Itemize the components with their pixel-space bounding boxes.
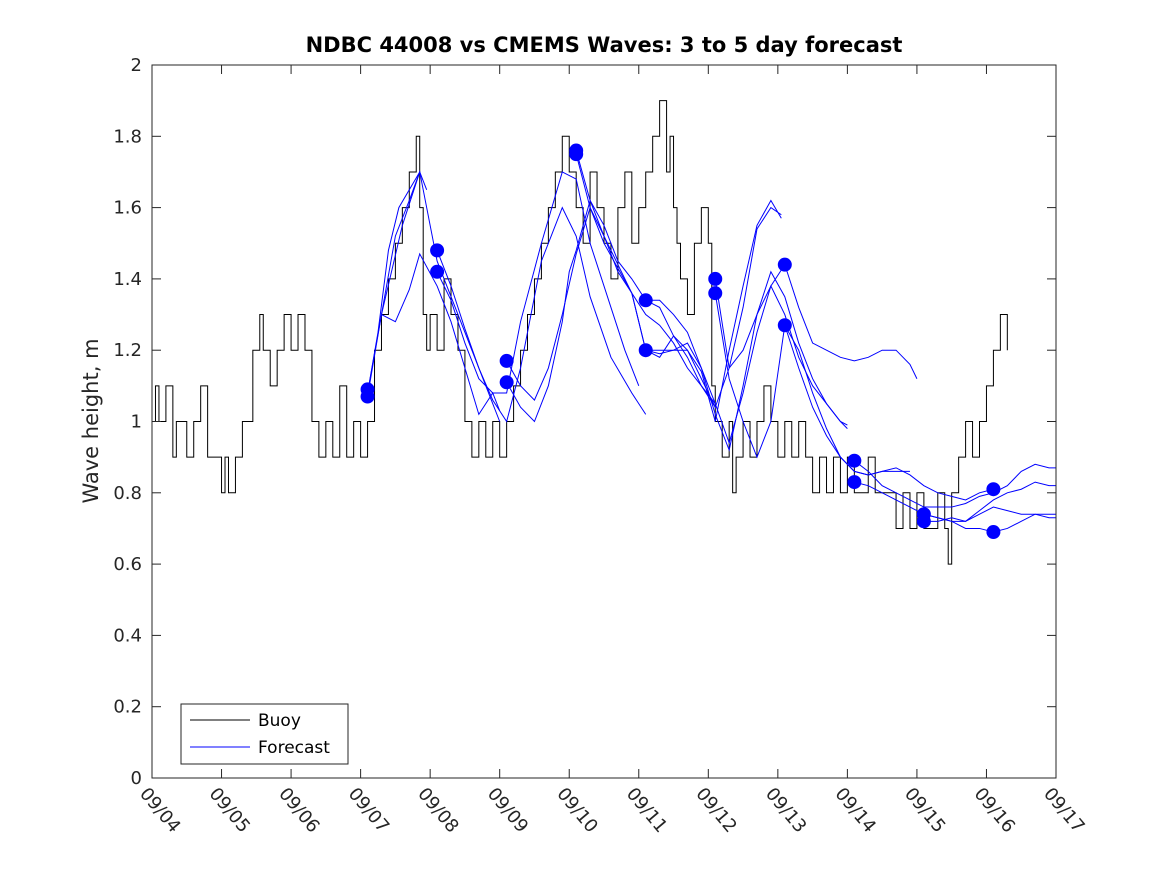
forecast-start-marker <box>569 147 584 162</box>
forecast-start-marker <box>638 343 653 358</box>
forecast-markers <box>360 143 1001 540</box>
forecast-line <box>645 284 848 445</box>
forecast-start-marker <box>847 453 862 468</box>
forecast-line <box>436 206 647 423</box>
y-tick-label: 0.8 <box>113 483 142 504</box>
y-tick-label: 0 <box>131 768 142 789</box>
forecast-line <box>714 263 918 379</box>
x-tick-label: 09/14 <box>831 784 880 837</box>
forecast-start-marker <box>708 271 723 286</box>
forecast-start-marker <box>986 482 1001 497</box>
forecast-start-marker <box>499 375 514 390</box>
forecast-start-marker <box>986 525 1001 540</box>
legend-box <box>180 703 349 765</box>
plot-area <box>152 65 1056 778</box>
legend-buoy-label: Buoy <box>258 711 301 731</box>
x-tick-label: 09/05 <box>205 784 254 837</box>
x-tick-label: 09/13 <box>761 784 810 837</box>
forecast-line <box>923 506 1056 522</box>
forecast-start-marker <box>360 389 375 404</box>
y-tick-label: 2 <box>131 55 142 76</box>
x-tick-label: 09/12 <box>691 784 740 837</box>
x-tick-label: 09/08 <box>413 784 462 837</box>
forecast-start-marker <box>430 243 445 258</box>
forecast-line <box>436 171 640 394</box>
y-tick-label: 1.6 <box>113 198 142 219</box>
forecast-line <box>575 153 782 409</box>
x-tick-label: 09/15 <box>900 784 949 837</box>
y-tick-label: 0.4 <box>113 625 142 646</box>
forecast-start-marker <box>847 475 862 490</box>
y-tick-label: 1.8 <box>113 126 142 147</box>
forecast-line <box>575 150 782 422</box>
y-tick-label: 1 <box>131 412 142 433</box>
x-tick-label: 09/17 <box>1039 784 1088 837</box>
forecast-start-marker <box>499 353 514 368</box>
x-tick-label: 09/06 <box>274 784 323 837</box>
x-tick-label: 09/16 <box>970 784 1019 837</box>
x-tick-label: 09/09 <box>483 784 532 837</box>
forecast-line <box>506 199 716 423</box>
y-tick-label: 0.6 <box>113 554 142 575</box>
legend: Buoy Forecast <box>180 703 349 765</box>
x-tick-label: 09/07 <box>344 784 393 837</box>
x-tick-label: 09/11 <box>622 784 671 837</box>
chart-title: NDBC 44008 vs CMEMS Waves: 3 to 5 day fo… <box>306 33 903 57</box>
forecast-start-marker <box>916 514 931 529</box>
forecast-line <box>784 325 994 501</box>
forecast-start-marker <box>708 286 723 301</box>
forecast-line <box>506 206 716 408</box>
forecast-series-group <box>367 150 1056 533</box>
forecast-line <box>854 481 1056 522</box>
y-tick-label: 0.2 <box>113 697 142 718</box>
forecast-start-marker <box>638 293 653 308</box>
forecast-line <box>645 270 848 452</box>
legend-forecast-label: Forecast <box>258 738 330 758</box>
forecast-line <box>854 460 1056 508</box>
y-tick-label: 1.4 <box>113 269 142 290</box>
y-tick-label: 1.2 <box>113 340 142 361</box>
y-axis-label: Wave height, m <box>79 338 103 503</box>
forecast-start-marker <box>777 257 792 272</box>
y-axis-ticks: 0 0.2 0.4 0.6 0.8 1 1.2 1.4 1.6 1.8 2 <box>113 55 1056 789</box>
forecast-start-marker <box>777 318 792 333</box>
x-tick-label: 09/10 <box>552 784 601 837</box>
x-tick-label: 09/04 <box>135 784 184 837</box>
forecast-line <box>367 252 501 416</box>
forecast-start-marker <box>430 264 445 279</box>
